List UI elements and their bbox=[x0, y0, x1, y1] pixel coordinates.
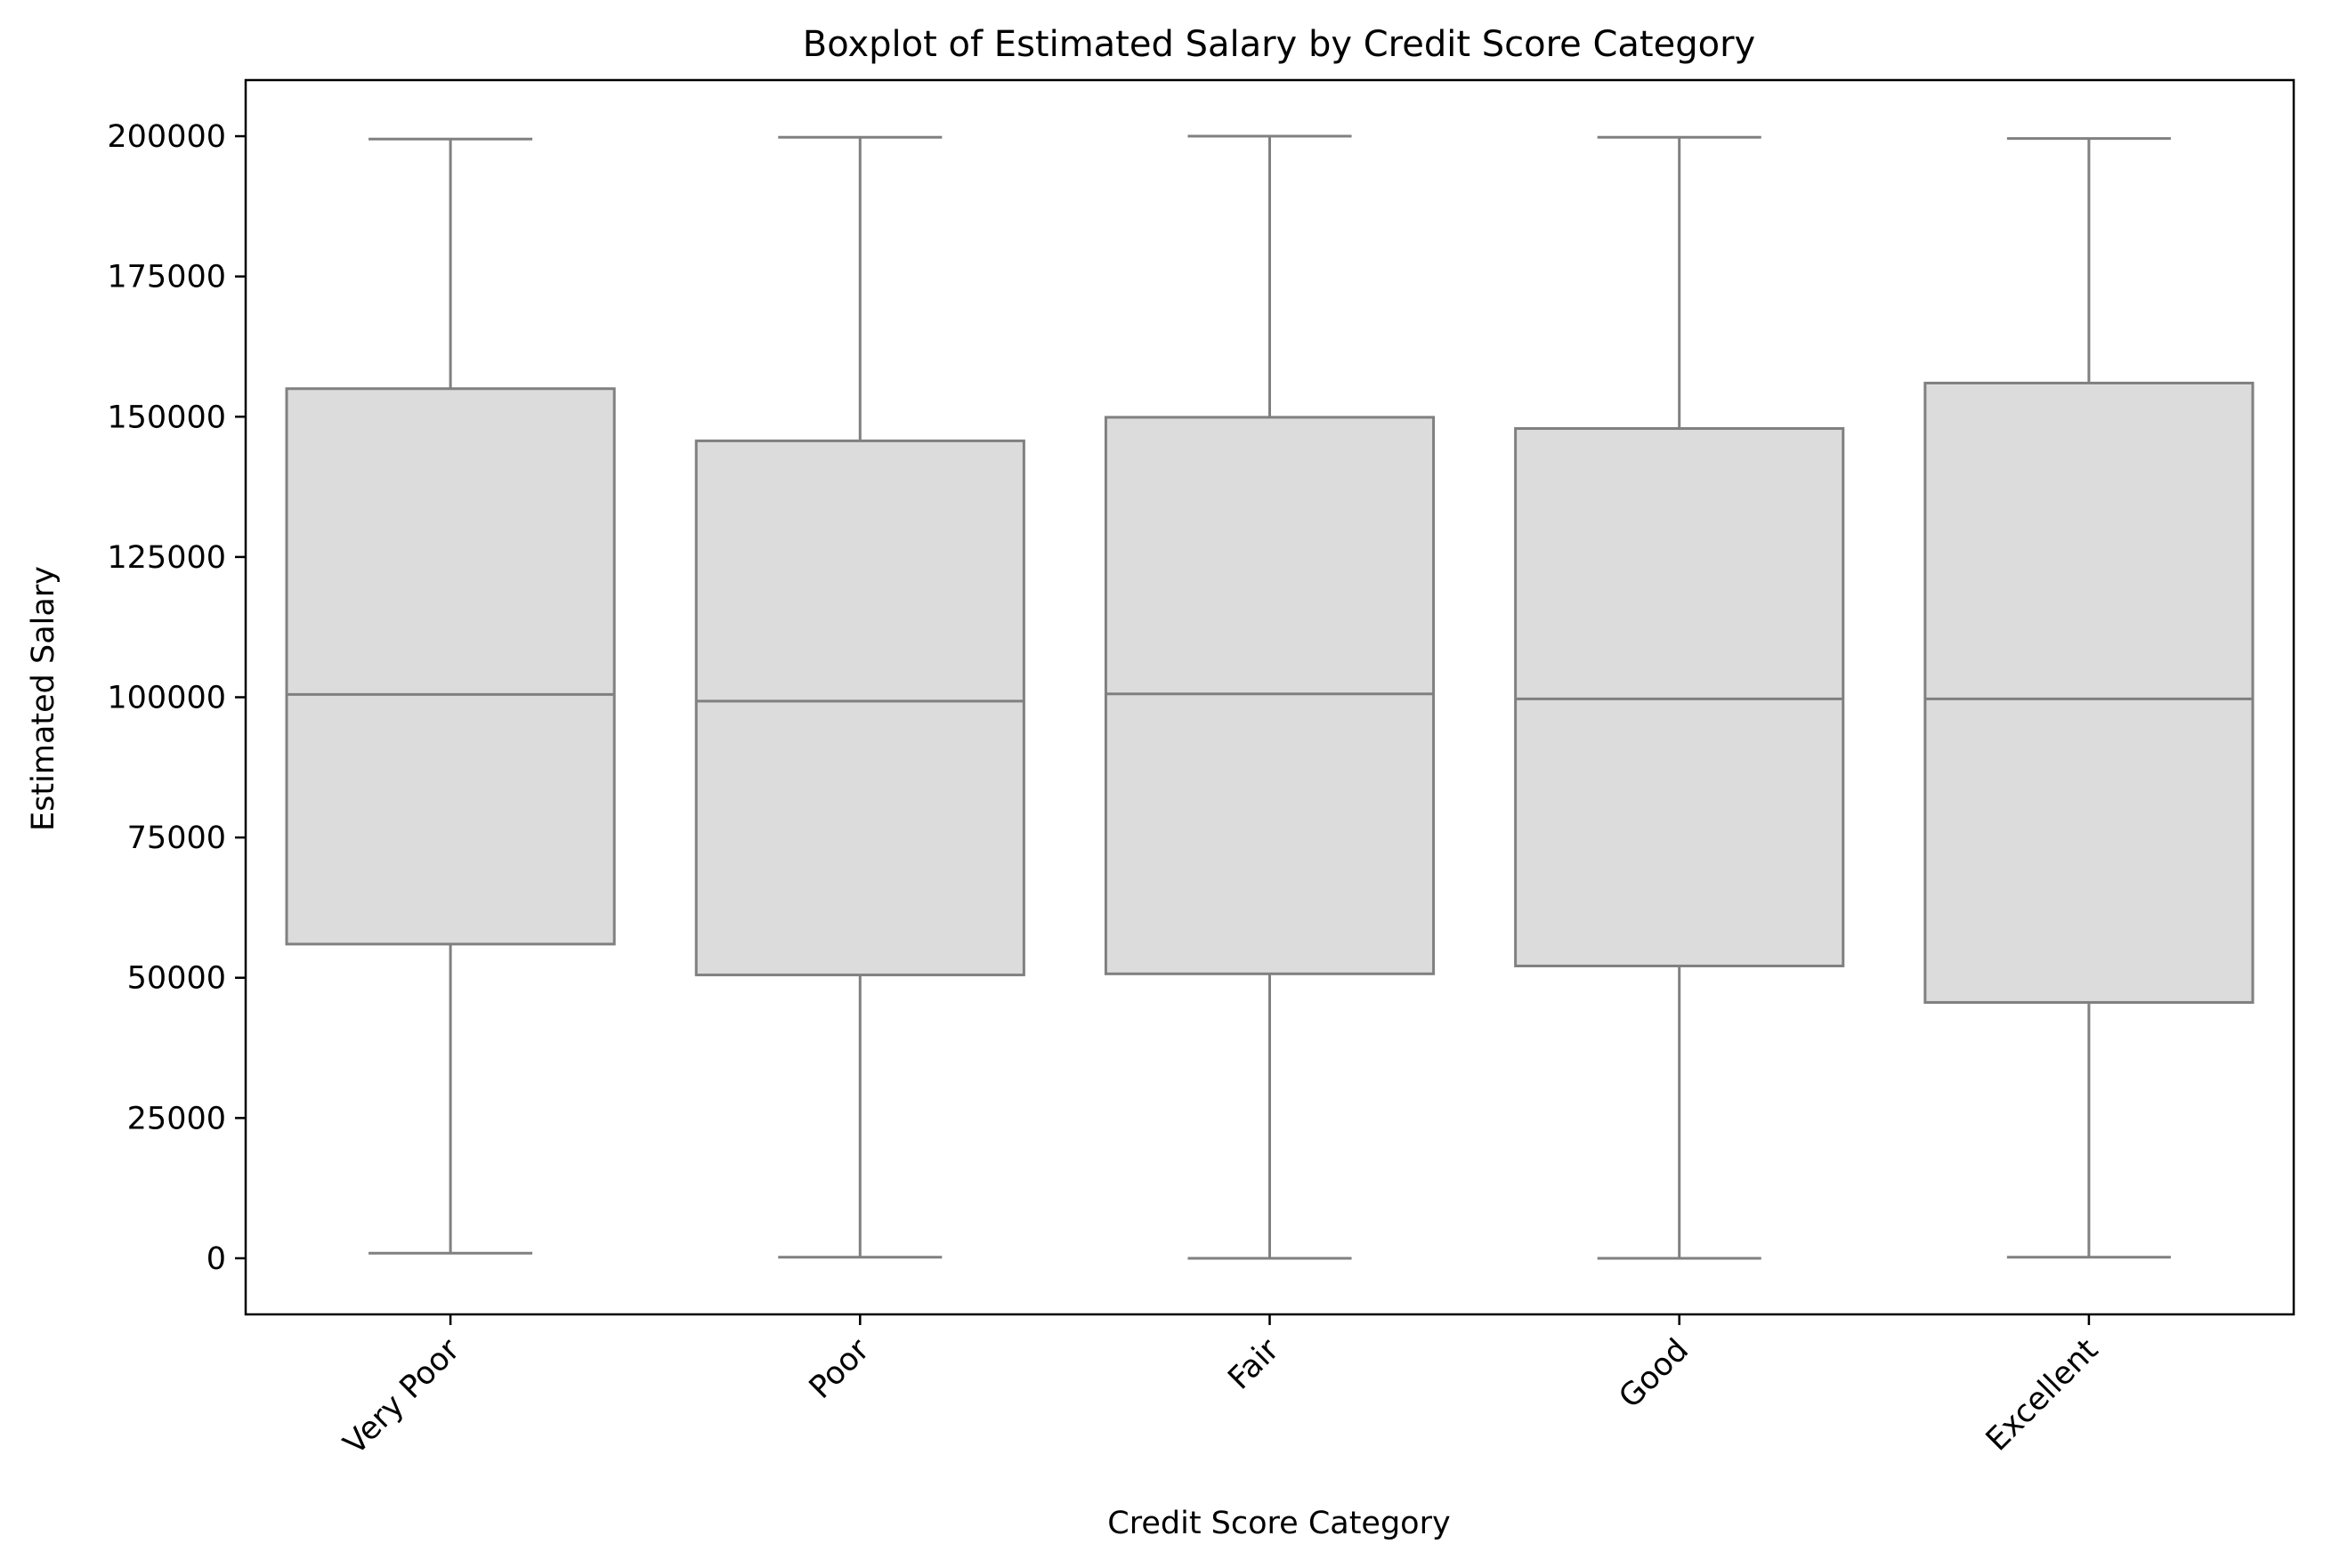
y-tick-label: 200000 bbox=[107, 119, 226, 155]
box-iqr bbox=[1104, 416, 1436, 975]
box-group bbox=[694, 135, 1025, 1259]
y-tick-label: 50000 bbox=[127, 961, 226, 997]
box-group bbox=[1514, 135, 1845, 1260]
box-iqr bbox=[694, 439, 1025, 977]
y-tick-label: 0 bbox=[206, 1241, 226, 1277]
y-axis-label: Estimated Salary bbox=[26, 566, 61, 831]
plot-area-frame bbox=[244, 78, 2295, 1316]
box-group bbox=[285, 137, 616, 1255]
box-iqr bbox=[1514, 427, 1845, 967]
y-tick-label: 125000 bbox=[107, 540, 226, 576]
y-tick-label: 100000 bbox=[107, 681, 226, 716]
box-group bbox=[1923, 137, 2255, 1259]
chart-title: Boxplot of Estimated Salary by Credit Sc… bbox=[803, 24, 1755, 65]
y-tick-label: 25000 bbox=[127, 1101, 226, 1136]
box-group bbox=[1104, 134, 1436, 1260]
y-tick-label: 150000 bbox=[107, 400, 226, 435]
y-axis-ticks: 0 25000 50000 75000 100000 125000 150000 175000… bbox=[107, 119, 246, 1277]
box-series bbox=[285, 134, 2255, 1260]
x-axis-label: Credit Score Category bbox=[1107, 1506, 1450, 1541]
box-iqr bbox=[285, 387, 616, 946]
box-iqr bbox=[1923, 381, 2255, 1004]
y-tick-label: 175000 bbox=[107, 260, 226, 295]
y-tick-label: 75000 bbox=[127, 820, 226, 856]
